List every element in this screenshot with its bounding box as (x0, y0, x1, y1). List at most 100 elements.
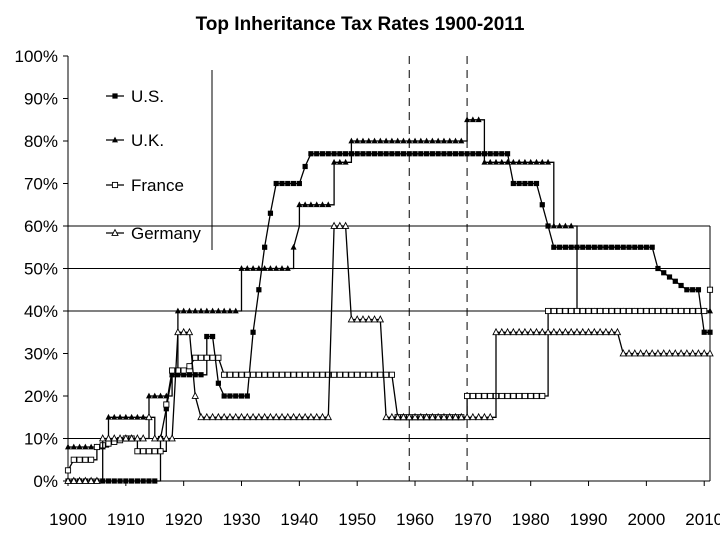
x-tick-label: 2010 (685, 510, 720, 529)
data-point (140, 448, 147, 455)
data-point (469, 392, 476, 400)
data-point (567, 327, 575, 336)
data-point (556, 222, 563, 229)
data-point (457, 412, 466, 421)
data-point (527, 392, 534, 400)
data-point (337, 151, 343, 157)
data-point (290, 371, 297, 378)
data-point (672, 278, 678, 284)
data-point (76, 456, 83, 463)
legend-label: U.K. (131, 131, 164, 150)
data-point (185, 327, 194, 336)
data-point (122, 413, 129, 420)
data-point (405, 412, 413, 421)
data-point (64, 476, 72, 484)
data-point (637, 307, 644, 315)
data-point (683, 307, 690, 315)
data-point (129, 478, 135, 484)
data-point (382, 412, 390, 421)
data-point (312, 412, 321, 421)
data-point (123, 478, 129, 484)
data-point (308, 151, 314, 157)
data-point (690, 287, 696, 293)
data-point (631, 349, 639, 357)
data-point (451, 412, 460, 421)
data-point (145, 412, 153, 421)
data-point (133, 434, 142, 442)
legend-item: Germany (106, 224, 201, 243)
data-point (470, 151, 476, 157)
data-point (279, 265, 285, 271)
data-point (336, 158, 343, 165)
data-point (81, 476, 90, 484)
data-point (412, 151, 418, 157)
data-point (411, 412, 419, 421)
data-point (284, 371, 291, 378)
data-point (238, 265, 245, 271)
data-point (255, 371, 262, 378)
data-point (666, 274, 673, 280)
data-point (389, 151, 395, 157)
data-point (521, 392, 528, 400)
data-point (197, 412, 205, 421)
x-tick-label: 1930 (223, 510, 261, 529)
data-point (266, 412, 275, 421)
data-point (220, 412, 228, 421)
y-tick-label: 50% (24, 260, 58, 279)
series-line (68, 225, 710, 482)
data-point (273, 371, 280, 378)
y-tick-label: 10% (24, 430, 58, 449)
x-tick-label: 1900 (49, 510, 87, 529)
data-point (678, 307, 685, 315)
data-point (580, 244, 586, 250)
data-point (528, 180, 534, 187)
data-point (267, 210, 274, 216)
data-point (643, 244, 649, 250)
data-point (480, 412, 489, 421)
data-point (504, 392, 511, 400)
data-point (331, 158, 338, 165)
data-point (666, 307, 673, 315)
data-point (359, 137, 366, 144)
data-point (422, 412, 431, 421)
data-point (516, 392, 523, 400)
data-point (215, 354, 222, 361)
data-point (701, 307, 708, 315)
data-point (464, 392, 471, 400)
data-point (573, 307, 581, 315)
data-point (521, 327, 529, 336)
data-point (116, 434, 124, 442)
data-point (64, 467, 72, 474)
data-point (98, 434, 107, 442)
data-point (510, 180, 516, 187)
data-point (365, 371, 372, 378)
data-point (134, 413, 141, 420)
data-point (475, 116, 482, 123)
data-point (556, 307, 563, 315)
data-point (509, 327, 518, 336)
data-point (504, 158, 511, 165)
data-point (250, 329, 256, 335)
data-point (376, 315, 385, 323)
data-point (440, 137, 447, 144)
data-point (707, 329, 713, 335)
data-point (117, 413, 124, 420)
data-point (400, 137, 407, 144)
data-point (625, 349, 633, 357)
data-point (590, 327, 599, 336)
data-point (204, 333, 210, 340)
data-point (203, 307, 210, 314)
data-point (157, 392, 164, 399)
data-point (198, 307, 205, 314)
data-point (435, 137, 442, 144)
x-tick-label: 1960 (396, 510, 434, 529)
data-point (191, 391, 199, 399)
data-point (677, 349, 685, 357)
data-point (262, 244, 268, 250)
series-group (64, 116, 714, 484)
data-point (539, 158, 546, 165)
y-tick-label: 20% (24, 387, 58, 406)
data-point (607, 327, 616, 336)
data-point (215, 380, 221, 386)
y-tick-label: 100% (15, 47, 58, 66)
